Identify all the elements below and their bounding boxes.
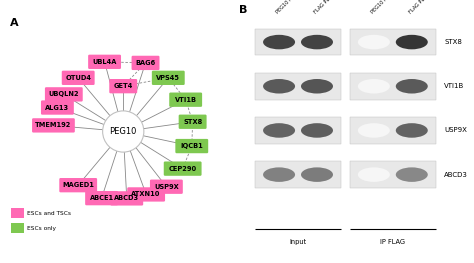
Text: VTI1B: VTI1B (444, 83, 465, 89)
Text: MAGED1: MAGED1 (62, 182, 94, 188)
FancyBboxPatch shape (127, 187, 165, 202)
Text: Input: Input (290, 239, 307, 245)
FancyBboxPatch shape (62, 71, 95, 85)
FancyBboxPatch shape (32, 118, 75, 133)
Text: A: A (10, 18, 18, 28)
Text: STX8: STX8 (183, 119, 202, 125)
Ellipse shape (263, 79, 295, 94)
FancyBboxPatch shape (150, 180, 183, 194)
Ellipse shape (263, 167, 295, 182)
Bar (349, 161, 436, 188)
Text: ABCD3: ABCD3 (444, 172, 468, 178)
Text: B: B (239, 5, 248, 15)
Text: TMEM192: TMEM192 (35, 122, 72, 128)
Ellipse shape (396, 35, 428, 49)
Bar (349, 117, 436, 144)
Bar (255, 161, 341, 188)
Text: UBL4A: UBL4A (92, 59, 117, 65)
FancyBboxPatch shape (59, 178, 97, 192)
FancyBboxPatch shape (11, 208, 24, 218)
Ellipse shape (396, 79, 428, 94)
Text: ABCE1: ABCE1 (90, 195, 114, 201)
Text: PEG10: PEG10 (109, 127, 137, 136)
Text: ESCs and TSCs: ESCs and TSCs (27, 211, 72, 216)
Text: VTI1B: VTI1B (175, 97, 197, 103)
Bar (255, 117, 341, 144)
Ellipse shape (396, 123, 428, 138)
Text: IQCB1: IQCB1 (181, 143, 203, 149)
FancyBboxPatch shape (88, 55, 121, 69)
Circle shape (103, 111, 144, 152)
Text: GET4: GET4 (114, 83, 133, 89)
FancyBboxPatch shape (132, 56, 159, 70)
Text: ALG13: ALG13 (46, 104, 70, 110)
Text: PEG10 KO: PEG10 KO (275, 0, 297, 14)
Text: IP FLAG: IP FLAG (380, 239, 405, 245)
Text: BAG6: BAG6 (136, 60, 155, 66)
Bar (349, 29, 436, 55)
Text: CEP290: CEP290 (169, 166, 197, 172)
Ellipse shape (358, 167, 390, 182)
Text: OTUD4: OTUD4 (65, 75, 91, 81)
Ellipse shape (301, 123, 333, 138)
FancyBboxPatch shape (41, 100, 74, 115)
Text: PEG10 KO: PEG10 KO (370, 0, 392, 14)
FancyBboxPatch shape (85, 191, 118, 205)
Ellipse shape (263, 35, 295, 49)
Text: USP9X: USP9X (154, 184, 179, 190)
FancyBboxPatch shape (45, 87, 83, 102)
Ellipse shape (358, 79, 390, 94)
Text: STX8: STX8 (444, 39, 462, 45)
FancyBboxPatch shape (152, 71, 185, 85)
Ellipse shape (301, 35, 333, 49)
Text: FLAG PEG10: FLAG PEG10 (408, 0, 434, 14)
FancyBboxPatch shape (110, 191, 143, 206)
Text: FLAG PEG10: FLAG PEG10 (313, 0, 339, 14)
FancyBboxPatch shape (11, 223, 24, 233)
Ellipse shape (358, 35, 390, 49)
FancyBboxPatch shape (164, 161, 201, 176)
Bar (255, 29, 341, 55)
Text: VPS45: VPS45 (156, 75, 180, 81)
Ellipse shape (301, 167, 333, 182)
Ellipse shape (358, 123, 390, 138)
Text: UBQLN2: UBQLN2 (48, 91, 79, 97)
Ellipse shape (396, 167, 428, 182)
Text: ESCs only: ESCs only (27, 226, 56, 231)
Bar (255, 73, 341, 100)
FancyBboxPatch shape (175, 139, 208, 153)
Bar (349, 73, 436, 100)
Ellipse shape (301, 79, 333, 94)
FancyBboxPatch shape (169, 93, 202, 107)
Text: USP9X: USP9X (444, 128, 467, 133)
FancyBboxPatch shape (179, 115, 207, 129)
Ellipse shape (263, 123, 295, 138)
FancyBboxPatch shape (109, 79, 137, 93)
Text: ABCD3: ABCD3 (114, 195, 139, 201)
Text: ATXN10: ATXN10 (131, 191, 161, 198)
